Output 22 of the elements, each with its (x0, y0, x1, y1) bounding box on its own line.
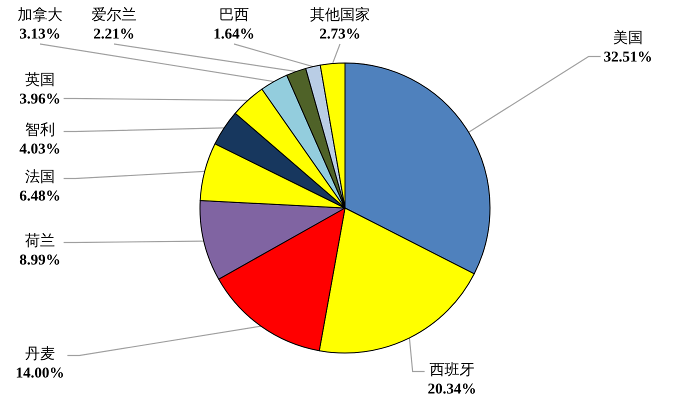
data-label: 20.34% (428, 382, 476, 398)
slice-label: 加拿大 (18, 6, 62, 24)
data-label: 1.64% (213, 26, 255, 42)
slice-label: 荷兰 (25, 232, 55, 250)
data-label: 4.03% (19, 142, 61, 158)
slice-label: 西班牙 (430, 362, 474, 378)
data-label: 3.13% (19, 26, 61, 42)
slice-label: 爱尔兰 (92, 6, 136, 24)
slice-label: 英国 (25, 72, 55, 88)
slice-label: 智利 (25, 122, 55, 138)
slice-label: 丹麦 (25, 346, 55, 362)
slice-label: 其他国家 (310, 6, 370, 24)
slice-label: 巴西 (219, 8, 249, 24)
data-label: 6.48% (19, 188, 61, 204)
data-label: 2.73% (319, 26, 361, 42)
slice-label: 美国 (613, 30, 643, 46)
data-label: 8.99% (19, 252, 61, 268)
data-label: 32.51% (604, 50, 652, 66)
data-label: 14.00% (16, 366, 64, 382)
data-label: 2.21% (93, 26, 135, 42)
slice-label: 法国 (25, 168, 55, 186)
data-label: 3.96% (19, 92, 61, 108)
